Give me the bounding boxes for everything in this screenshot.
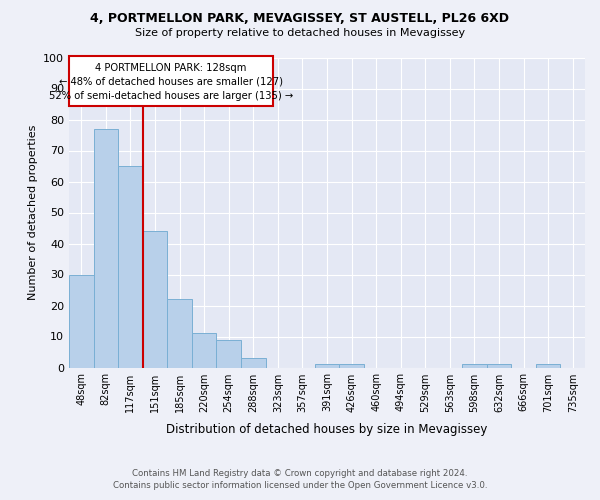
Bar [536,364,560,368]
Bar [487,364,511,368]
Bar [217,340,241,367]
FancyBboxPatch shape [69,56,273,106]
Bar [462,364,487,368]
Text: Size of property relative to detached houses in Mevagissey: Size of property relative to detached ho… [135,28,465,38]
Bar [241,358,266,368]
Text: 4 PORTMELLON PARK: 128sqm: 4 PORTMELLON PARK: 128sqm [95,63,247,73]
Text: 52% of semi-detached houses are larger (135) →: 52% of semi-detached houses are larger (… [49,91,293,101]
Y-axis label: Number of detached properties: Number of detached properties [28,125,38,300]
Bar [94,129,118,368]
Text: ← 48% of detached houses are smaller (127): ← 48% of detached houses are smaller (12… [59,76,283,86]
X-axis label: Distribution of detached houses by size in Mevagissey: Distribution of detached houses by size … [166,423,488,436]
Bar [118,166,143,368]
Bar [192,334,217,368]
Text: 4, PORTMELLON PARK, MEVAGISSEY, ST AUSTELL, PL26 6XD: 4, PORTMELLON PARK, MEVAGISSEY, ST AUSTE… [91,12,509,26]
Bar [167,300,192,368]
Bar [69,274,94,368]
Bar [143,231,167,368]
Bar [315,364,339,368]
Bar [339,364,364,368]
Text: Contains HM Land Registry data © Crown copyright and database right 2024.
Contai: Contains HM Land Registry data © Crown c… [113,468,487,490]
